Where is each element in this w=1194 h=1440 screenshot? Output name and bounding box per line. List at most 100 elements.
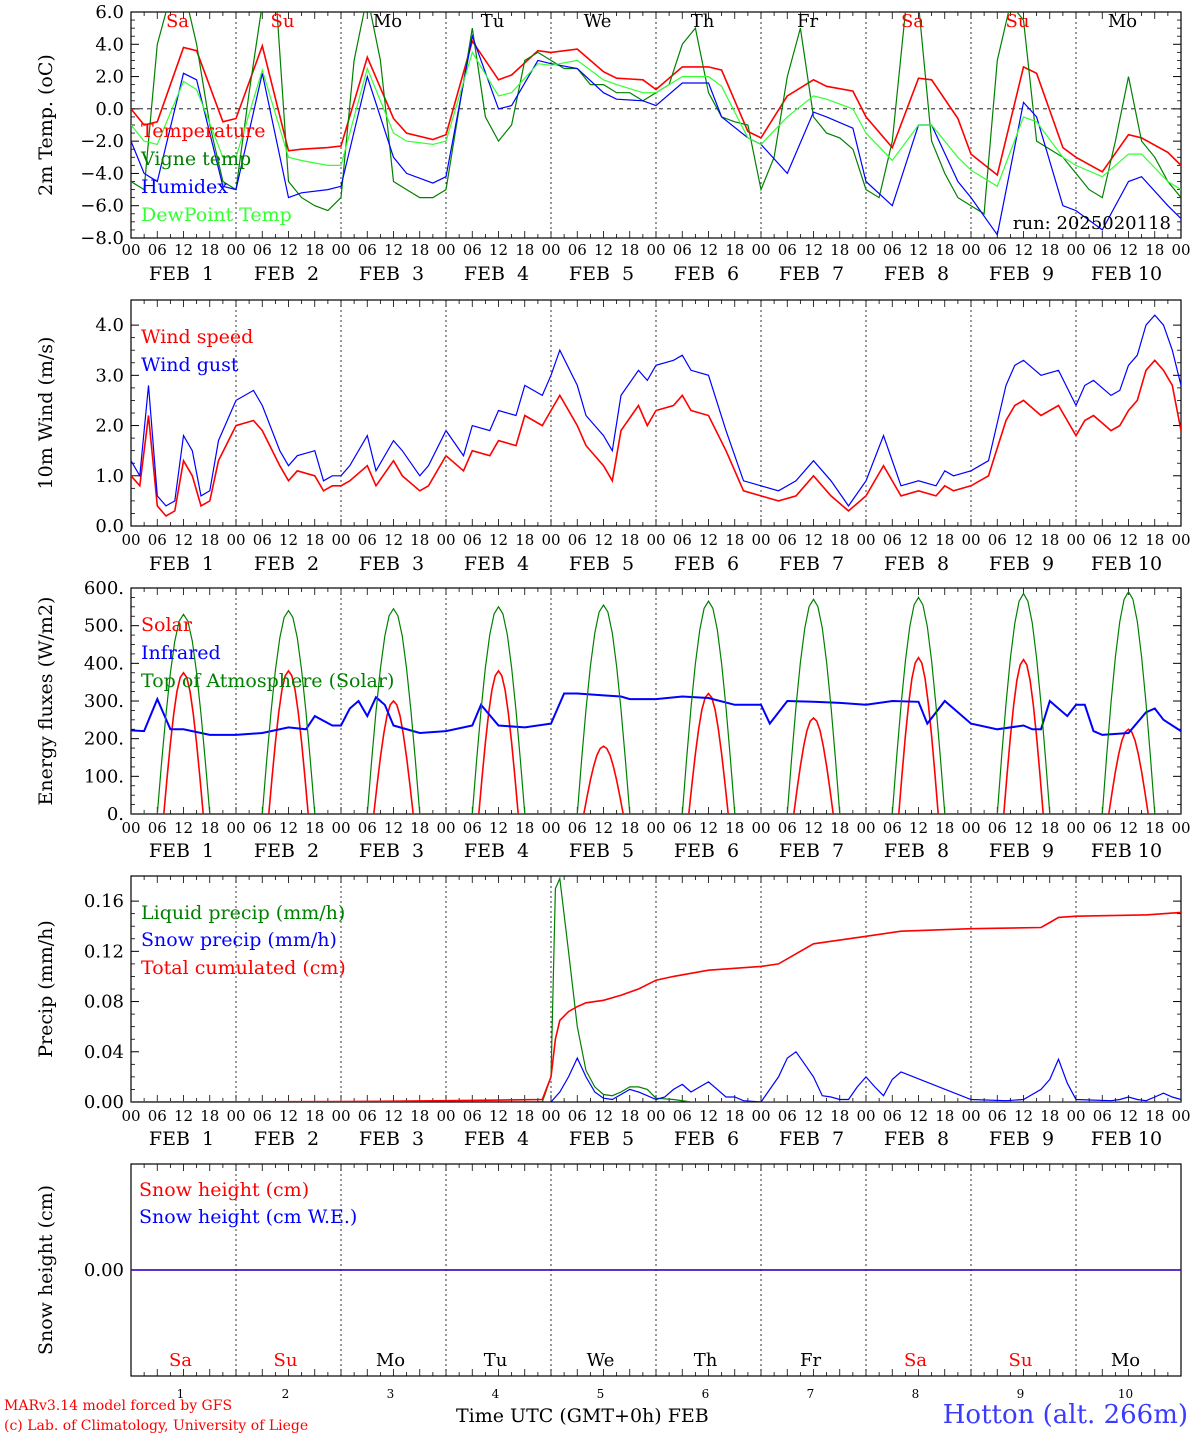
y-axis-label: 10m Wind (m/s)	[35, 337, 57, 490]
hour-tick-label: 18	[725, 531, 744, 549]
hour-tick-label: 18	[410, 241, 429, 259]
date-label: FEB 3	[359, 553, 424, 575]
hour-tick-label: 00	[751, 819, 770, 837]
date-label: FEB 8	[884, 263, 949, 285]
weekday-label: Th	[691, 11, 715, 32]
panel-frame	[131, 300, 1181, 526]
hour-tick-label: 06	[673, 819, 692, 837]
date-label: FEB 1	[149, 553, 214, 575]
date-label: FEB 3	[359, 840, 424, 862]
hour-tick-label: 00	[751, 241, 770, 259]
hour-tick-label: 00	[961, 819, 980, 837]
legend-entry: Temperature	[141, 120, 265, 142]
hour-tick-label: 12	[489, 819, 508, 837]
hour-tick-label: 18	[830, 531, 849, 549]
hour-tick-label: 12	[384, 241, 403, 259]
hour-tick-label: 12	[1014, 531, 1033, 549]
hour-tick-label: 06	[988, 819, 1007, 837]
legend-entry: Solar	[141, 614, 193, 636]
hour-tick-label: 18	[410, 531, 429, 549]
hour-tick-label: 06	[358, 241, 377, 259]
hour-tick-label: 00	[121, 531, 140, 549]
day-number-label: 9	[1017, 1387, 1025, 1401]
y-tick-label: 0.16	[84, 891, 124, 912]
run-annotation: run: 2025020118	[1013, 213, 1171, 234]
hour-tick-label: 06	[568, 241, 587, 259]
hour-tick-label: 12	[174, 819, 193, 837]
date-label: FEB 6	[674, 263, 739, 285]
hour-tick-label: 06	[883, 241, 902, 259]
date-label: FEB 7	[779, 840, 844, 862]
legend-entry: Humidex	[141, 176, 228, 198]
hour-tick-label: 12	[384, 531, 403, 549]
weekday-label: Sa	[901, 11, 924, 32]
date-label: FEB 2	[254, 263, 319, 285]
hour-tick-label: 06	[568, 531, 587, 549]
hour-tick-label: 12	[279, 531, 298, 549]
y-tick-label: −6.0	[80, 196, 124, 217]
y-tick-label: 600.	[84, 578, 124, 599]
date-label: FEB 10	[1091, 553, 1162, 575]
y-tick-label: 0.12	[84, 941, 124, 962]
hour-tick-label: 00	[436, 1107, 455, 1125]
hour-tick-label: 00	[1066, 819, 1085, 837]
hour-tick-label: 00	[541, 819, 560, 837]
date-label: FEB 2	[254, 553, 319, 575]
weekday-label: Tu	[484, 1350, 508, 1371]
y-tick-label: 0.00	[84, 1092, 124, 1113]
y-tick-label: 2.0	[95, 416, 124, 437]
hour-tick-label: 00	[331, 819, 350, 837]
hour-tick-label: 00	[961, 1107, 980, 1125]
hour-tick-label: 06	[988, 531, 1007, 549]
hour-tick-label: 12	[699, 241, 718, 259]
hour-tick-label: 00	[646, 531, 665, 549]
hour-tick-label: 06	[358, 531, 377, 549]
date-label: FEB 6	[674, 840, 739, 862]
hour-tick-label: 12	[699, 819, 718, 837]
hour-tick-label: 12	[909, 241, 928, 259]
date-label: FEB 10	[1091, 263, 1162, 285]
hour-tick-label: 06	[253, 241, 272, 259]
hour-tick-label: 18	[305, 819, 324, 837]
hour-tick-label: 00	[646, 1107, 665, 1125]
hour-tick-label: 18	[830, 819, 849, 837]
date-label: FEB 4	[464, 840, 529, 862]
hour-tick-label: 06	[1093, 1107, 1112, 1125]
hour-tick-label: 12	[909, 1107, 928, 1125]
weekday-label: Sa	[169, 1350, 192, 1371]
date-label: FEB 6	[674, 1128, 739, 1150]
hour-tick-label: 00	[436, 241, 455, 259]
hour-tick-label: 18	[305, 1107, 324, 1125]
hour-tick-label: 06	[253, 819, 272, 837]
hour-tick-label: 18	[1040, 819, 1059, 837]
hour-tick-label: 12	[174, 531, 193, 549]
hour-tick-label: 12	[1119, 819, 1138, 837]
weekday-label: Th	[694, 1350, 718, 1371]
day-number-label: 8	[912, 1387, 920, 1401]
weekday-label: Tu	[481, 11, 505, 32]
hour-tick-label: 06	[883, 819, 902, 837]
y-tick-label: 4.0	[95, 315, 124, 336]
hour-tick-label: 06	[148, 241, 167, 259]
y-tick-label: 500.	[84, 616, 124, 637]
hour-tick-label: 00	[856, 241, 875, 259]
panel-frame	[131, 588, 1181, 814]
date-label: FEB 7	[779, 553, 844, 575]
date-label: FEB 5	[569, 1128, 634, 1150]
date-label: FEB 9	[989, 840, 1054, 862]
hour-tick-label: 06	[358, 819, 377, 837]
hour-tick-label: 00	[751, 531, 770, 549]
hour-tick-label: 00	[436, 531, 455, 549]
hour-tick-label: 18	[1145, 241, 1164, 259]
hour-tick-label: 18	[725, 1107, 744, 1125]
hour-tick-label: 18	[620, 531, 639, 549]
hour-tick-label: 18	[200, 1107, 219, 1125]
hour-tick-label: 00	[331, 1107, 350, 1125]
y-tick-label: 400.	[84, 653, 124, 674]
legend-entry: DewPoint Temp	[141, 204, 292, 226]
date-label: FEB 5	[569, 263, 634, 285]
date-label: FEB 9	[989, 553, 1054, 575]
hour-tick-label: 12	[804, 531, 823, 549]
hour-tick-label: 18	[305, 531, 324, 549]
hour-tick-label: 12	[279, 819, 298, 837]
